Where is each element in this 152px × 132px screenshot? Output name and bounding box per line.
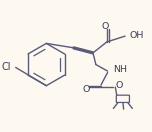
FancyArrow shape bbox=[73, 47, 93, 54]
Text: NH: NH bbox=[113, 65, 127, 74]
Text: Abs: Abs bbox=[117, 96, 129, 102]
Text: Cl: Cl bbox=[2, 62, 11, 72]
Text: O: O bbox=[83, 85, 90, 94]
Text: O: O bbox=[102, 22, 109, 31]
FancyBboxPatch shape bbox=[116, 95, 130, 102]
Text: O: O bbox=[115, 81, 123, 90]
Text: OH: OH bbox=[130, 31, 144, 40]
